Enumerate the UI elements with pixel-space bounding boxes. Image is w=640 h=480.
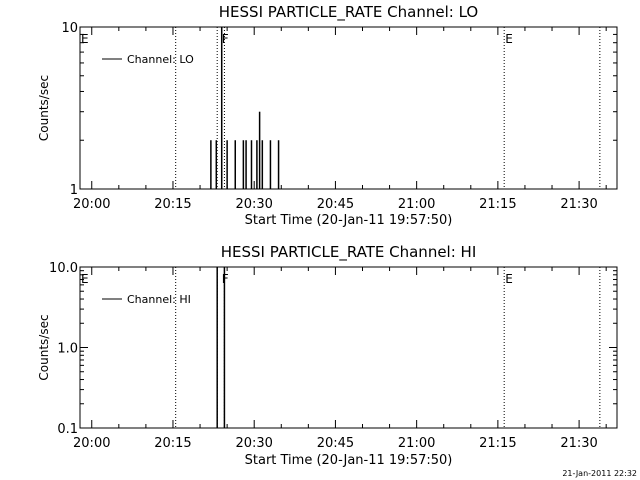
x-tick-label: 20:45 <box>317 197 354 212</box>
x-tick-label: 21:15 <box>479 197 516 212</box>
chart-panel-1: HESSI PARTICLE_RATE Channel: LO 20:00 20:1… <box>37 3 618 228</box>
chart-title: HESSI PARTICLE_RATE Channel: LO <box>219 3 478 22</box>
x-tick-label: 20:15 <box>154 436 191 451</box>
x-tick-label: 21:30 <box>560 436 597 451</box>
x-tick-label: 20:30 <box>235 436 272 451</box>
plot-frame <box>79 266 618 429</box>
event-marker: F <box>222 32 229 46</box>
chart-title: HESSI PARTICLE_RATE Channel: HI <box>221 243 477 262</box>
event-marker: E <box>505 32 513 46</box>
event-marker: E <box>505 272 513 286</box>
x-tick-label: 20:15 <box>154 197 191 212</box>
y-tick-label: 1 <box>70 183 78 198</box>
event-marker: E <box>81 272 89 286</box>
y-axis-label: Counts/sec <box>37 75 51 141</box>
legend: Channel: HI <box>102 293 191 306</box>
legend-label: Channel: LO <box>127 53 194 66</box>
x-tick-label: 21:30 <box>560 197 597 212</box>
x-tick-label: 20:30 <box>235 197 272 212</box>
y-tick-label: 1.0 <box>57 342 78 357</box>
x-tick-label: 20:00 <box>73 436 110 451</box>
y-tick-label: 10 <box>61 21 78 36</box>
event-marker: E <box>81 32 89 46</box>
x-tick-label: 21:15 <box>479 436 516 451</box>
chart-panel-2: HESSI PARTICLE_RATE Channel: HI 20:00 20:1… <box>37 243 618 468</box>
x-tick-label: 20:45 <box>317 436 354 451</box>
y-axis-label: Counts/sec <box>37 314 51 380</box>
legend-label: Channel: HI <box>127 293 191 306</box>
legend: Channel: LO <box>102 53 194 66</box>
y-tick-label: 10.0 <box>49 261 78 276</box>
x-tick-label: 21:00 <box>398 436 435 451</box>
x-axis-label: Start Time (20-Jan-11 19:57:50) <box>245 213 453 228</box>
plot-frame <box>79 26 618 190</box>
x-tick-label: 21:00 <box>398 197 435 212</box>
y-tick-label: 0.1 <box>57 422 78 437</box>
x-axis-label: Start Time (20-Jan-11 19:57:50) <box>245 453 453 468</box>
event-marker: F <box>222 272 229 286</box>
x-tick-label: 20:00 <box>73 197 110 212</box>
footer-timestamp: 21-Jan-2011 22:32 <box>562 469 637 478</box>
